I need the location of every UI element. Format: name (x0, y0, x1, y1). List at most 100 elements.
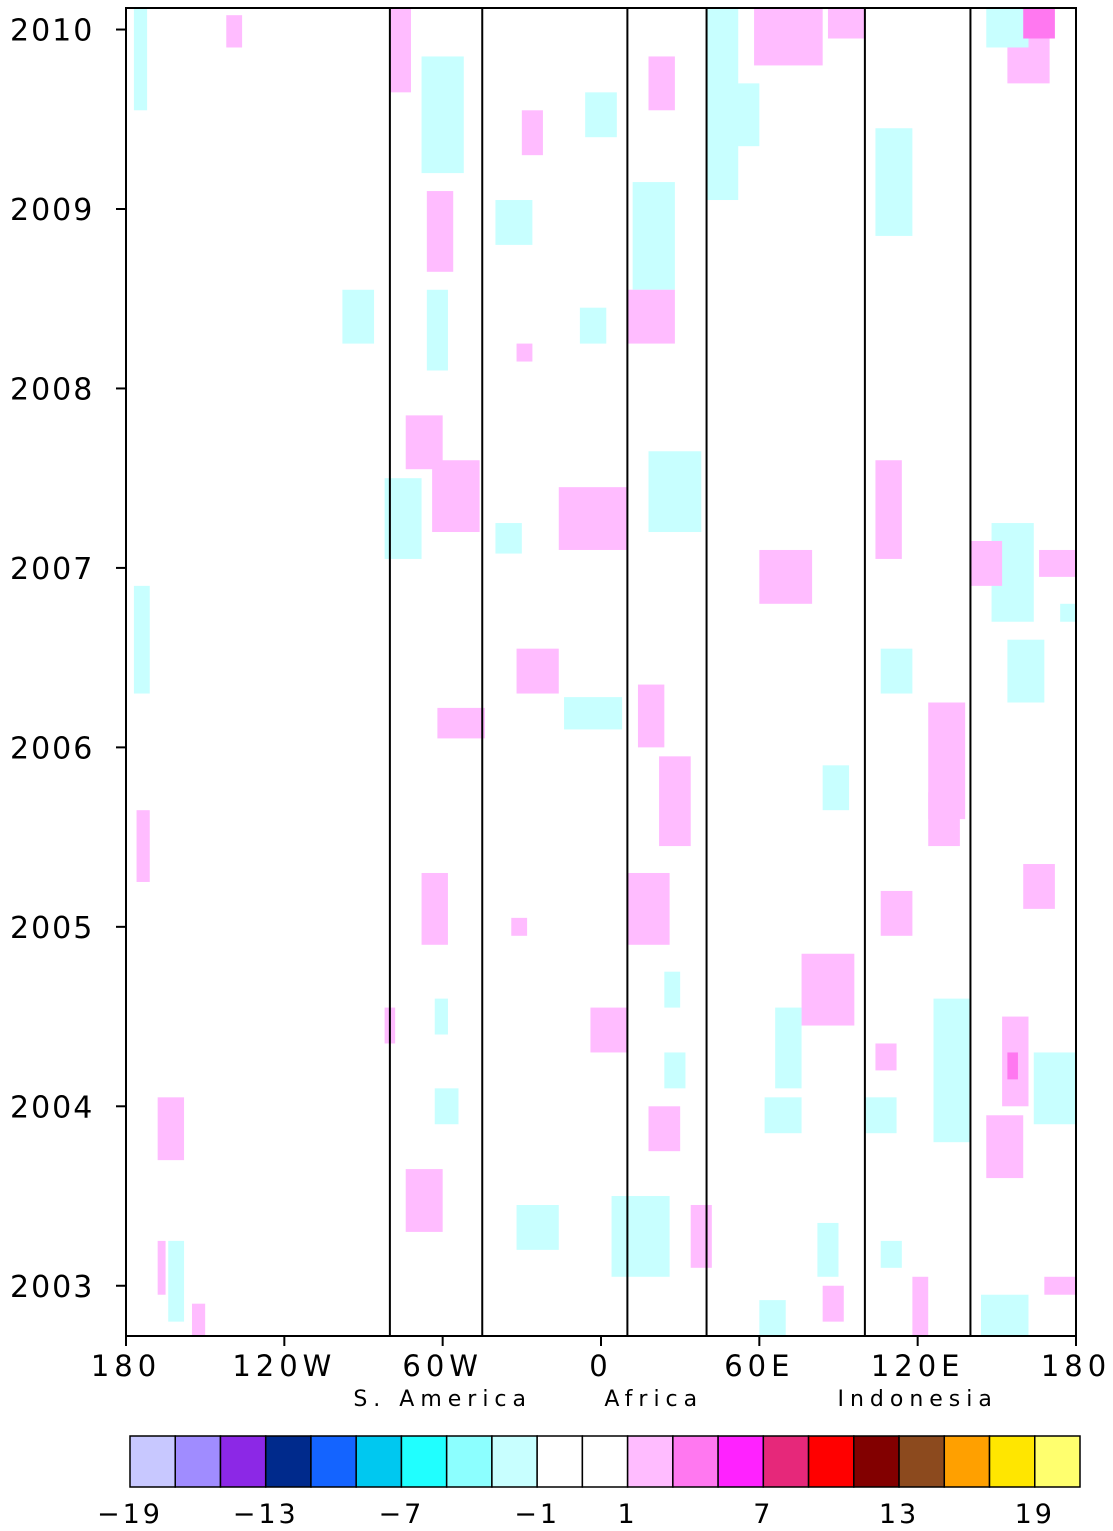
x-tick-label: 60W (402, 1349, 483, 1383)
colorbar: −19 −13 −7 −1 1 7 13 19 (97, 1435, 1081, 1530)
anomaly-patch (875, 460, 902, 559)
anomaly-patch (558, 487, 628, 550)
anomaly-patch (659, 756, 691, 847)
y-tick-label: 2007 (10, 552, 94, 587)
anomaly-patch (426, 191, 454, 272)
anomaly-patch (1007, 639, 1045, 703)
colorbar-cell (1034, 1435, 1081, 1488)
anomaly-patch (627, 289, 675, 344)
colorbar-cell (943, 1435, 991, 1488)
colorbar-cell (264, 1435, 312, 1488)
anomaly-patch (732, 83, 760, 147)
anomaly-patches (133, 8, 1076, 1336)
anomaly-patch (495, 200, 533, 245)
y-tick-label: 2009 (10, 193, 94, 228)
anomaly-patch (521, 110, 543, 156)
anomaly-patch (880, 1240, 902, 1268)
anomaly-patch (637, 684, 665, 748)
anomaly-patch (437, 707, 485, 739)
y-tick-label: 2003 (10, 1270, 94, 1305)
region-labels: S. America Africa Indonesia (353, 1387, 997, 1412)
colorbar-cell (762, 1435, 810, 1488)
y-tick-label: 2006 (10, 731, 94, 766)
x-tick-label: 120E (871, 1349, 965, 1383)
anomaly-patch (426, 289, 448, 371)
anomaly-patch (421, 872, 448, 945)
anomaly-patch (880, 648, 913, 694)
anomaly-patch (759, 549, 813, 604)
anomaly-patch (648, 56, 675, 111)
anomaly-patch (690, 1204, 712, 1268)
anomaly-patch (168, 1240, 185, 1322)
anomaly-patch (495, 523, 522, 554)
anomaly-patch (912, 1276, 929, 1336)
anomaly-patch (822, 765, 850, 811)
anomaly-patch (648, 1106, 681, 1152)
colorbar-cell (355, 1435, 403, 1488)
anomaly-patch (880, 890, 913, 936)
anomaly-patch (342, 289, 375, 344)
colorbar-tick-label: 1 (618, 1499, 638, 1530)
colorbar-cell (807, 1435, 855, 1488)
anomaly-patch (133, 8, 148, 111)
anomaly-patch (1023, 864, 1055, 909)
colorbar-cell (129, 1435, 176, 1488)
anomaly-patch (590, 1007, 628, 1053)
anomaly-patch (986, 1115, 1024, 1179)
y-tick-label: 2010 (10, 14, 94, 49)
x-tick-label: 120W (232, 1349, 336, 1383)
colorbar-cell (445, 1435, 493, 1488)
anomaly-patch (611, 1196, 670, 1277)
anomaly-patch (1023, 8, 1055, 39)
y-axis: 2003 2004 2005 2006 2007 2008 2009 2010 (10, 14, 126, 1305)
anomaly-patch (1044, 1276, 1076, 1295)
anomaly-patch (764, 1097, 802, 1134)
x-tick-label: 60E (724, 1349, 794, 1383)
anomaly-patch (817, 1222, 839, 1277)
x-tick-label: 180 (1041, 1349, 1111, 1383)
anomaly-patch (827, 8, 865, 39)
anomaly-patch (648, 451, 702, 533)
colorbar-cell (988, 1435, 1036, 1488)
anomaly-patch (133, 585, 150, 694)
colorbar-cell (219, 1435, 267, 1488)
anomaly-patch (632, 182, 675, 290)
anomaly-patch (970, 540, 1003, 586)
y-tick-label: 2008 (10, 372, 94, 407)
anomaly-patch (928, 792, 960, 847)
anomaly-patch (516, 648, 559, 694)
anomaly-patch (1060, 603, 1076, 622)
anomaly-patch (579, 307, 607, 344)
colorbar-tick-label: −13 (233, 1499, 299, 1530)
anomaly-patch (775, 1007, 802, 1089)
anomaly-patch (421, 56, 464, 174)
anomaly-patch (157, 1097, 185, 1161)
anomaly-patch (864, 1097, 897, 1134)
anomaly-patch (432, 460, 480, 533)
anomaly-patch (754, 8, 823, 66)
x-axis: 180 120W 60W 0 60E 120E 180 (91, 1336, 1111, 1383)
colorbar-cell (853, 1435, 900, 1488)
colorbar-cell (400, 1435, 448, 1488)
anomaly-patch (389, 8, 411, 93)
anomaly-patch (875, 128, 913, 236)
colorbar-cell (174, 1435, 222, 1488)
anomaly-patch (664, 1052, 686, 1089)
colorbar-tick-label: 7 (753, 1499, 773, 1530)
anomaly-patch (1039, 549, 1076, 577)
anomaly-patch (933, 998, 971, 1143)
anomaly-patch (226, 15, 243, 48)
colorbar-tick-label: −7 (379, 1499, 425, 1530)
anomaly-patch (627, 872, 670, 945)
colorbar-tick-label: −1 (514, 1499, 560, 1530)
x-tick-label: 180 (91, 1349, 161, 1383)
anomaly-patch (801, 953, 855, 1026)
colorbar-cell (581, 1435, 629, 1488)
anomaly-patch (136, 810, 150, 882)
anomaly-patch (759, 1300, 786, 1336)
anomaly-patch (516, 343, 533, 362)
region-label: Indonesia (837, 1387, 997, 1412)
anomaly-patch (405, 1169, 443, 1232)
anomaly-patch (434, 1088, 459, 1125)
anomaly-patch (986, 8, 1029, 48)
